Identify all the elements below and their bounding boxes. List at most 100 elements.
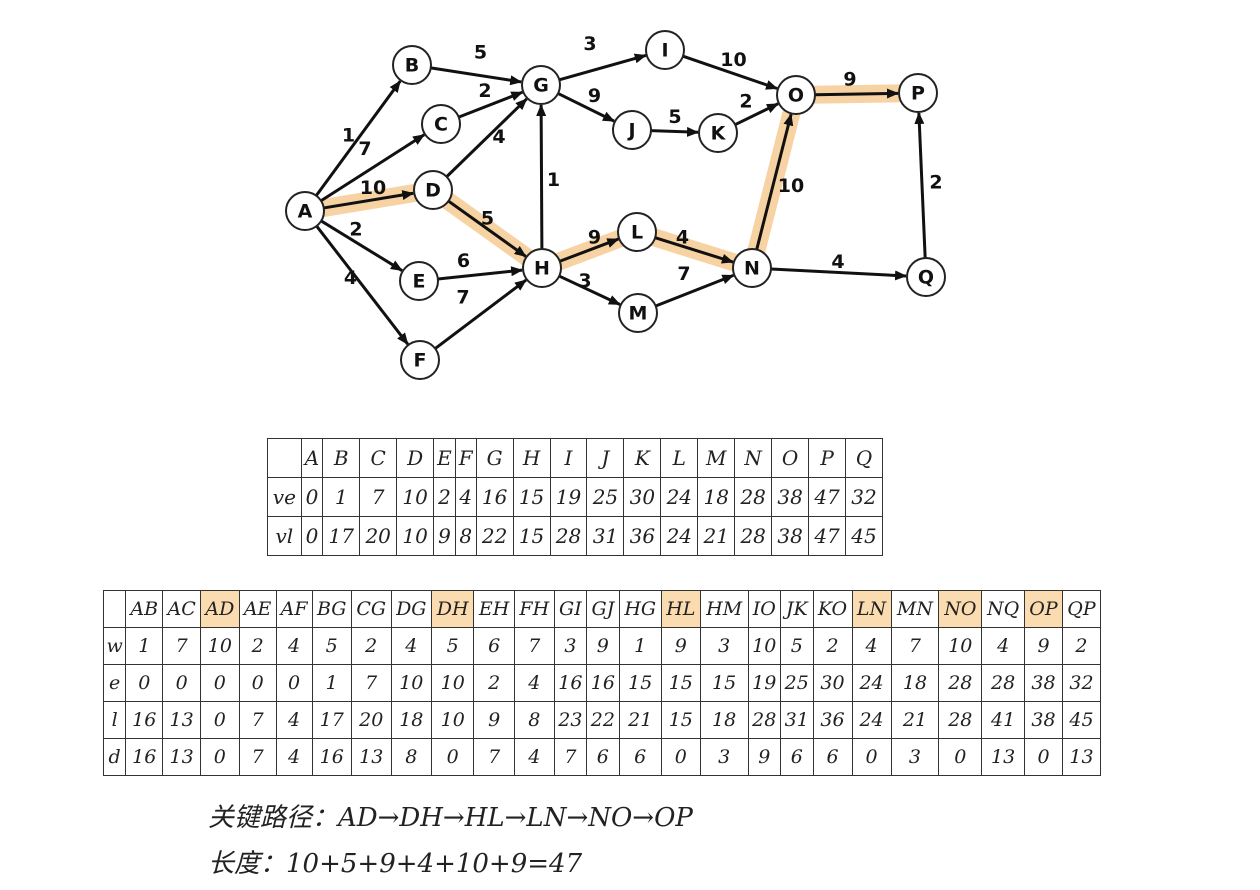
table-cell: 17 [311, 701, 352, 739]
node-g: G [521, 65, 561, 105]
table-cell: 3 [699, 738, 749, 776]
column-header: D [396, 438, 435, 478]
column-header: A [300, 438, 324, 478]
table-cell: 0 [162, 664, 202, 702]
edge-weight-hl: 9 [588, 227, 601, 249]
table-cell: 10 [431, 664, 475, 702]
table-cell: 13 [162, 701, 202, 739]
edge-weight-bg: 5 [474, 42, 487, 64]
table-cell: 7 [350, 664, 392, 702]
table-cell: 20 [350, 701, 392, 739]
table-cell: 4 [513, 664, 555, 702]
node-circle [645, 30, 685, 70]
edge-weight-ko: 2 [739, 91, 752, 113]
column-header: P [808, 438, 847, 478]
edge-jk [650, 126, 700, 137]
table-cell: 6 [812, 738, 853, 776]
edge-ac [320, 133, 425, 203]
table-cell: 25 [586, 477, 625, 517]
table-cell: 28 [938, 701, 983, 739]
table-cell: 16 [475, 477, 514, 517]
edge-bg [430, 66, 523, 86]
node-j: J [612, 110, 652, 150]
table-cell: 16 [586, 664, 620, 702]
row-label: w [102, 627, 127, 665]
column-header: H [512, 438, 551, 478]
table-cell: 41 [981, 701, 1026, 739]
column-header: K [623, 438, 662, 478]
table-cell: 0 [300, 477, 324, 517]
table-cell: 4 [390, 627, 433, 665]
edge-fh [434, 278, 527, 350]
node-circle [400, 340, 440, 380]
table-cell: 2 [433, 477, 456, 517]
column-header: EH [473, 590, 515, 628]
table-cell: 10 [396, 477, 435, 517]
row-e: e 0 0 0 0 0 1 7 10 10 2 4 16 16 15 15 15 19 25 30 24 18 28 28 38… [102, 664, 1102, 702]
edge-weight-dh: 5 [481, 208, 494, 230]
table-cell: 31 [586, 516, 625, 556]
node-circle [732, 248, 772, 288]
table-cell: 28 [549, 516, 588, 556]
table-cell: 8 [454, 516, 477, 556]
node-label: L [631, 222, 643, 244]
edge-weight-jk: 5 [668, 106, 681, 128]
table-cell: 7 [513, 627, 555, 665]
node-label: N [744, 258, 760, 280]
table-cell: 18 [699, 701, 749, 739]
table-cell: 38 [771, 477, 810, 517]
column-header: NQ [981, 590, 1026, 628]
table-cell: 21 [618, 701, 662, 739]
table-cell: 0 [200, 701, 240, 739]
column-header: G [475, 438, 514, 478]
edge-weight-dg: 4 [492, 126, 505, 148]
column-header: LN [851, 590, 892, 628]
node-circle [522, 248, 562, 288]
table-cell: 32 [1061, 664, 1102, 702]
node-circle [776, 75, 816, 115]
node-label: F [414, 350, 427, 372]
table-cell: 28 [747, 701, 782, 739]
edge-weight-gj: 9 [588, 85, 601, 107]
table-cell: 47 [808, 516, 847, 556]
table-cell: 7 [473, 738, 515, 776]
table-cell: 9 [586, 627, 620, 665]
column-header: HM [699, 590, 749, 628]
table-cell: 38 [1024, 664, 1063, 702]
column-header: AE [238, 590, 277, 628]
column-header: E [433, 438, 456, 478]
node-l: L [617, 212, 657, 252]
table-cell: 0 [200, 664, 240, 702]
table-cell: 0 [125, 664, 164, 702]
edge-af [315, 225, 409, 346]
table-cell: 28 [938, 664, 983, 702]
table-cell: 10 [390, 664, 433, 702]
table-cell: 6 [473, 627, 515, 665]
table-cell: 10 [431, 701, 475, 739]
table-cell: 7 [890, 627, 940, 665]
table-cell: 7 [553, 738, 588, 776]
row-label: ve [267, 477, 302, 517]
table-cell: 36 [812, 701, 853, 739]
table-cell: 0 [431, 738, 475, 776]
table-cell: 47 [808, 477, 847, 517]
row-w: w 1 7 10 2 4 5 2 4 5 6 7 3 9 1 9 3 10 5 2 4 7 10 4 9 2 [102, 627, 1102, 665]
node-n: N [732, 248, 772, 288]
edge-weight-no: 10 [778, 175, 804, 197]
column-header: OP [1024, 590, 1063, 628]
edge-nq [770, 267, 908, 281]
node-label: O [788, 85, 804, 107]
edge-weight-mn: 7 [677, 263, 690, 285]
edge-weight-fh: 7 [456, 287, 469, 309]
table-cell: 32 [845, 477, 883, 517]
node-label: D [425, 180, 441, 202]
column-header: B [322, 438, 361, 478]
table-cell: 3 [699, 627, 749, 665]
path-length-note: 长度：10+5+9+4+10+9=47 [208, 849, 583, 879]
node-label: I [661, 40, 668, 62]
column-header: DH [431, 590, 475, 628]
node-c: C [421, 104, 461, 144]
node-label: Q [918, 267, 934, 289]
column-header: M [697, 438, 736, 478]
